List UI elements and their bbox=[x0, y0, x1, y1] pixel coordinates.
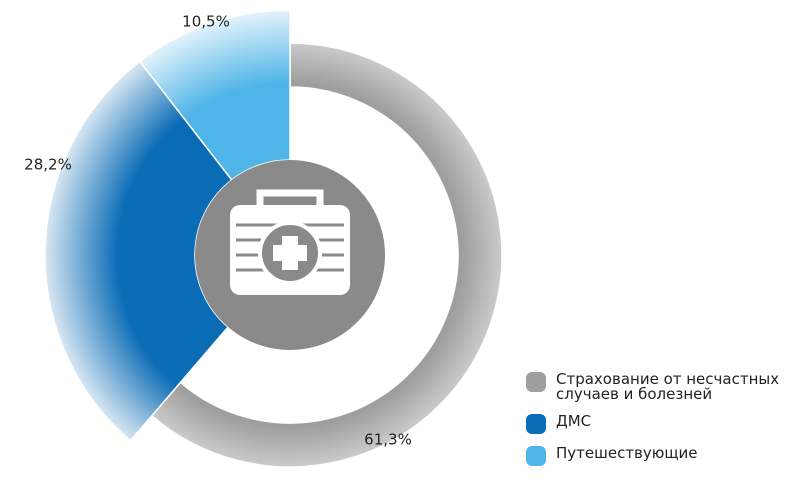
data-label: 10,5% bbox=[182, 13, 230, 31]
legend-item: Страхование от несчастных случаев и боле… bbox=[526, 372, 809, 402]
legend: Страхование от несчастных случаев и боле… bbox=[526, 372, 809, 478]
legend-label: Путешествующие bbox=[556, 444, 698, 462]
legend-item: ДМС bbox=[526, 414, 809, 434]
legend-swatch bbox=[526, 414, 546, 434]
data-label: 28,2% bbox=[24, 156, 72, 174]
legend-label: ДМС bbox=[556, 412, 592, 430]
legend-label: Страхование от несчастных случаев и боле… bbox=[556, 370, 780, 403]
legend-swatch bbox=[526, 372, 546, 392]
legend-item: Путешествующие bbox=[526, 446, 809, 466]
data-label: 61,3% bbox=[364, 431, 412, 449]
legend-swatch bbox=[526, 446, 546, 466]
medkit-icon bbox=[230, 189, 350, 295]
